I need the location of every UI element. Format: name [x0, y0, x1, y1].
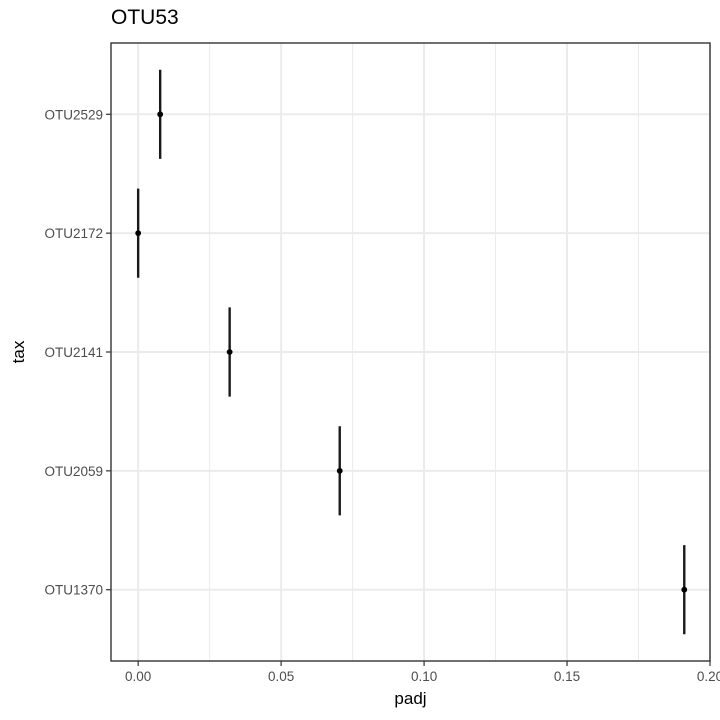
data-point: [135, 230, 142, 237]
y-tick-label: OTU2141: [44, 345, 103, 360]
x-tick-label: 0.05: [268, 669, 294, 684]
y-axis-title: tax: [9, 340, 28, 363]
x-tick-label: 0.15: [554, 669, 580, 684]
x-axis-title: padj: [394, 689, 426, 708]
data-point: [336, 467, 343, 474]
y-tick-label: OTU2172: [44, 226, 103, 241]
y-tick-label: OTU1370: [44, 583, 103, 598]
x-tick-label: 0.10: [411, 669, 437, 684]
x-tick-label: 0.20: [697, 669, 720, 684]
y-tick-label: OTU2529: [44, 107, 103, 122]
data-point: [226, 349, 233, 355]
data-point: [681, 586, 688, 593]
x-tick-label: 0.00: [125, 669, 151, 684]
point-layer: [135, 111, 688, 593]
data-point: [157, 111, 164, 118]
grid-layer: [111, 43, 711, 661]
chart-title: OTU53: [111, 6, 179, 29]
axis-layer: 0.00 0.05 0.10 0.15 0.20 OTU2529 OTU2172 OTU214…: [44, 107, 720, 684]
y-tick-label: OTU2059: [44, 464, 103, 479]
